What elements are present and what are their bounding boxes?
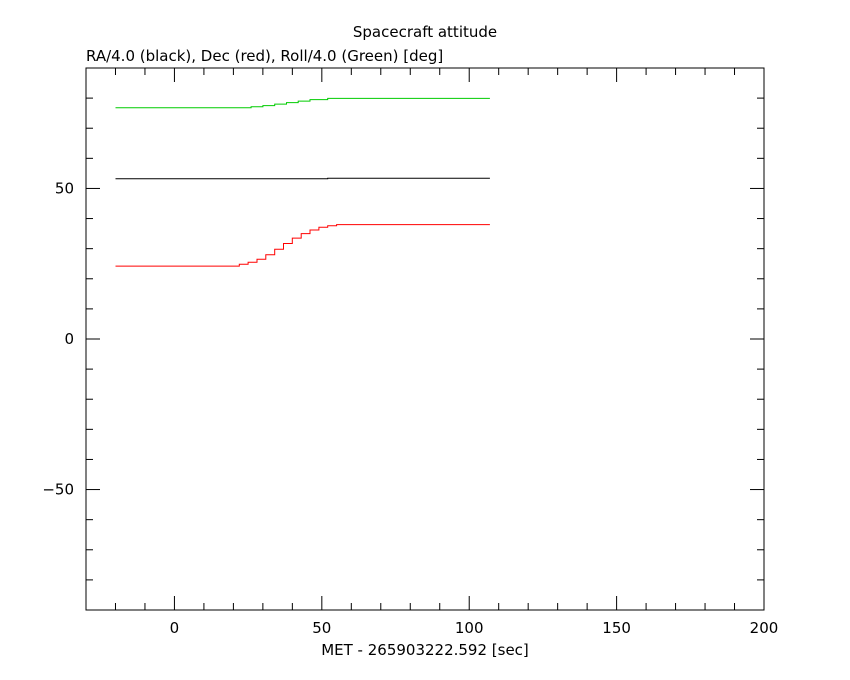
y-axis-label: RA/4.0 (black), Dec (red), Roll/4.0 (Gre… xyxy=(86,47,443,65)
dec-series-line xyxy=(115,224,490,267)
chart-title: Spacecraft attitude xyxy=(353,23,497,41)
x-tick-label: 0 xyxy=(170,619,180,637)
x-tick-label: 100 xyxy=(455,619,484,637)
y-tick-label: 50 xyxy=(55,179,74,197)
roll-series-line xyxy=(115,97,490,109)
y-tick-label: −50 xyxy=(42,481,74,499)
ra-series-line xyxy=(115,177,490,180)
y-tick-label: 0 xyxy=(64,330,74,348)
x-tick-label: 150 xyxy=(602,619,631,637)
x-axis-label: MET - 265903222.592 [sec] xyxy=(321,641,529,659)
plot-frame xyxy=(85,67,765,611)
x-tick-label: 50 xyxy=(312,619,331,637)
x-tick-label: 200 xyxy=(750,619,779,637)
